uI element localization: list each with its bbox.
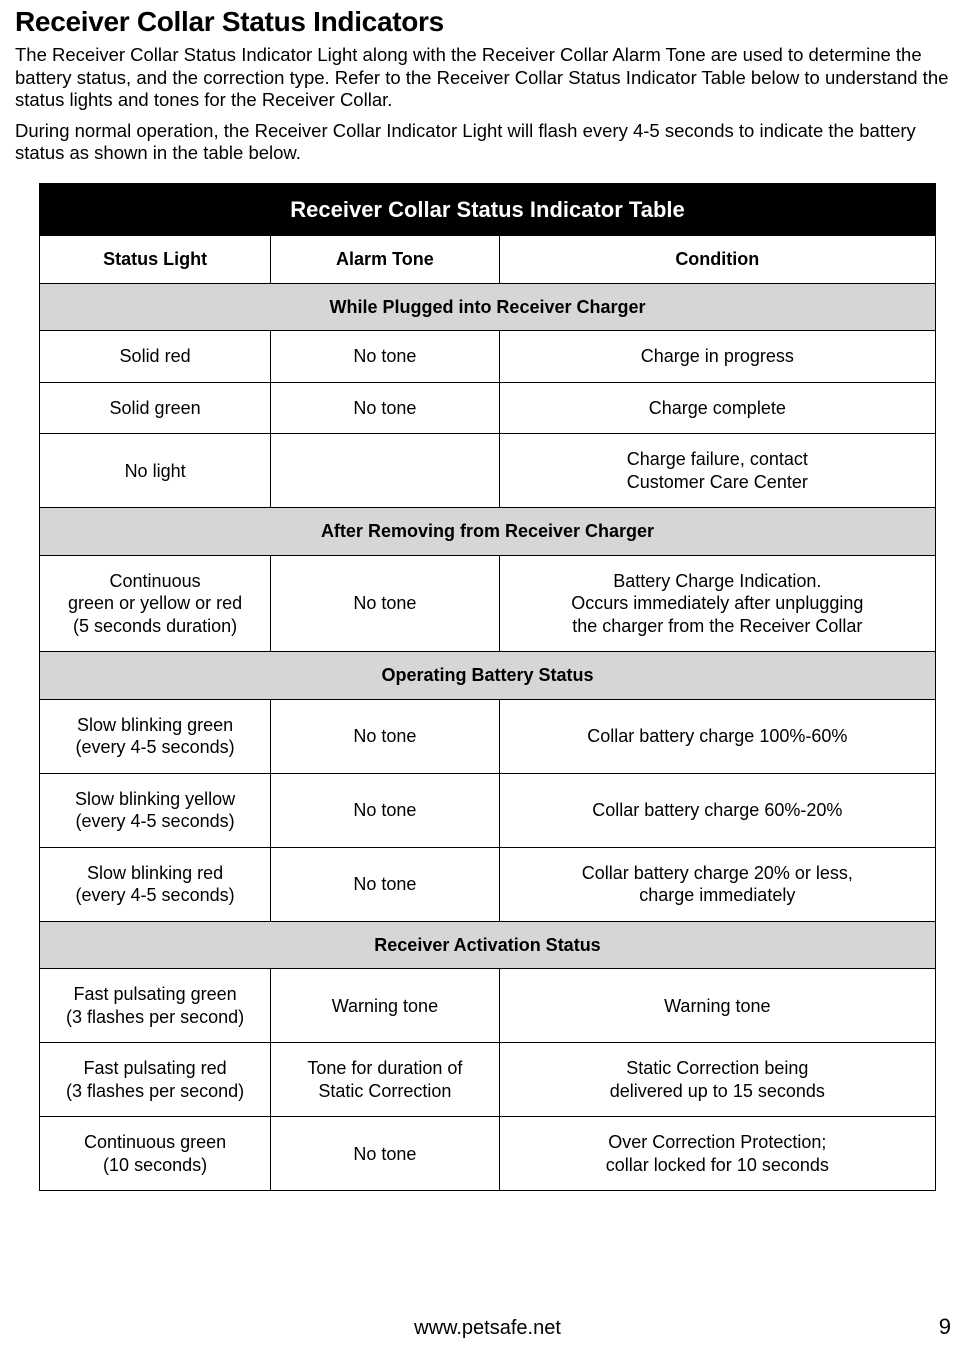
cell-status-light: Fast pulsating green (3 flashes per seco… bbox=[40, 969, 271, 1043]
table-row: Slow blinking yellow (every 4-5 seconds)… bbox=[40, 773, 936, 847]
cell-status-light: Slow blinking red (every 4-5 seconds) bbox=[40, 847, 271, 921]
table-title: Receiver Collar Status Indicator Table bbox=[40, 183, 936, 236]
cell-condition: Charge complete bbox=[499, 382, 935, 434]
intro-paragraph-2: During normal operation, the Receiver Co… bbox=[15, 120, 960, 165]
cell-status-light: Continuous green (10 seconds) bbox=[40, 1117, 271, 1191]
cell-status-light: Solid green bbox=[40, 382, 271, 434]
table-body: Receiver Collar Status Indicator TableSt… bbox=[40, 183, 936, 1191]
cell-status-light: Solid red bbox=[40, 331, 271, 383]
cell-status-light: Fast pulsating red (3 flashes per second… bbox=[40, 1043, 271, 1117]
cell-alarm-tone: Tone for duration of Static Correction bbox=[271, 1043, 499, 1117]
col-alarm-tone: Alarm Tone bbox=[271, 236, 499, 284]
cell-status-light: Continuous green or yellow or red (5 sec… bbox=[40, 555, 271, 652]
cell-alarm-tone: No tone bbox=[271, 847, 499, 921]
table-row: Solid greenNo toneCharge complete bbox=[40, 382, 936, 434]
section-label: After Removing from Receiver Charger bbox=[40, 508, 936, 556]
cell-status-light: No light bbox=[40, 434, 271, 508]
page-footer: www.petsafe.net 9 bbox=[0, 1317, 975, 1340]
col-condition: Condition bbox=[499, 236, 935, 284]
table-row: Slow blinking red (every 4-5 seconds)No … bbox=[40, 847, 936, 921]
cell-condition: Battery Charge Indication. Occurs immedi… bbox=[499, 555, 935, 652]
section-label: While Plugged into Receiver Charger bbox=[40, 283, 936, 331]
cell-alarm-tone: No tone bbox=[271, 555, 499, 652]
cell-condition: Collar battery charge 100%-60% bbox=[499, 699, 935, 773]
intro-paragraph-1: The Receiver Collar Status Indicator Lig… bbox=[15, 44, 960, 112]
table-row: No light Charge failure, contact Customer… bbox=[40, 434, 936, 508]
table-row: Fast pulsating green (3 flashes per seco… bbox=[40, 969, 936, 1043]
cell-condition: Charge in progress bbox=[499, 331, 935, 383]
col-status-light: Status Light bbox=[40, 236, 271, 284]
cell-alarm-tone: Warning tone bbox=[271, 969, 499, 1043]
table-row: Solid redNo toneCharge in progress bbox=[40, 331, 936, 383]
cell-condition: Charge failure, contact Customer Care Ce… bbox=[499, 434, 935, 508]
table-row: Slow blinking green (every 4-5 seconds)N… bbox=[40, 699, 936, 773]
cell-condition: Over Correction Protection; collar locke… bbox=[499, 1117, 935, 1191]
page-heading: Receiver Collar Status Indicators bbox=[15, 6, 960, 38]
cell-alarm-tone: No tone bbox=[271, 699, 499, 773]
cell-condition: Collar battery charge 20% or less, charg… bbox=[499, 847, 935, 921]
section-label: Operating Battery Status bbox=[40, 652, 936, 700]
table-row: Continuous green or yellow or red (5 sec… bbox=[40, 555, 936, 652]
table-title-row: Receiver Collar Status Indicator Table bbox=[40, 183, 936, 236]
cell-status-light: Slow blinking yellow (every 4-5 seconds) bbox=[40, 773, 271, 847]
section-row-2: Operating Battery Status bbox=[40, 652, 936, 700]
status-indicator-table: Receiver Collar Status Indicator TableSt… bbox=[39, 183, 936, 1192]
section-row-3: Receiver Activation Status bbox=[40, 921, 936, 969]
page-number: 9 bbox=[939, 1314, 951, 1340]
section-row-1: After Removing from Receiver Charger bbox=[40, 508, 936, 556]
cell-condition: Static Correction being delivered up to … bbox=[499, 1043, 935, 1117]
section-label: Receiver Activation Status bbox=[40, 921, 936, 969]
table-row: Continuous green (10 seconds)No toneOver… bbox=[40, 1117, 936, 1191]
cell-alarm-tone bbox=[271, 434, 499, 508]
cell-alarm-tone: No tone bbox=[271, 1117, 499, 1191]
table-row: Fast pulsating red (3 flashes per second… bbox=[40, 1043, 936, 1117]
footer-url: www.petsafe.net bbox=[414, 1317, 561, 1340]
cell-alarm-tone: No tone bbox=[271, 382, 499, 434]
cell-alarm-tone: No tone bbox=[271, 773, 499, 847]
cell-condition: Warning tone bbox=[499, 969, 935, 1043]
table-header-row: Status LightAlarm ToneCondition bbox=[40, 236, 936, 284]
status-table-container: Receiver Collar Status Indicator TableSt… bbox=[39, 183, 936, 1192]
cell-condition: Collar battery charge 60%-20% bbox=[499, 773, 935, 847]
cell-alarm-tone: No tone bbox=[271, 331, 499, 383]
section-row-0: While Plugged into Receiver Charger bbox=[40, 283, 936, 331]
cell-status-light: Slow blinking green (every 4-5 seconds) bbox=[40, 699, 271, 773]
